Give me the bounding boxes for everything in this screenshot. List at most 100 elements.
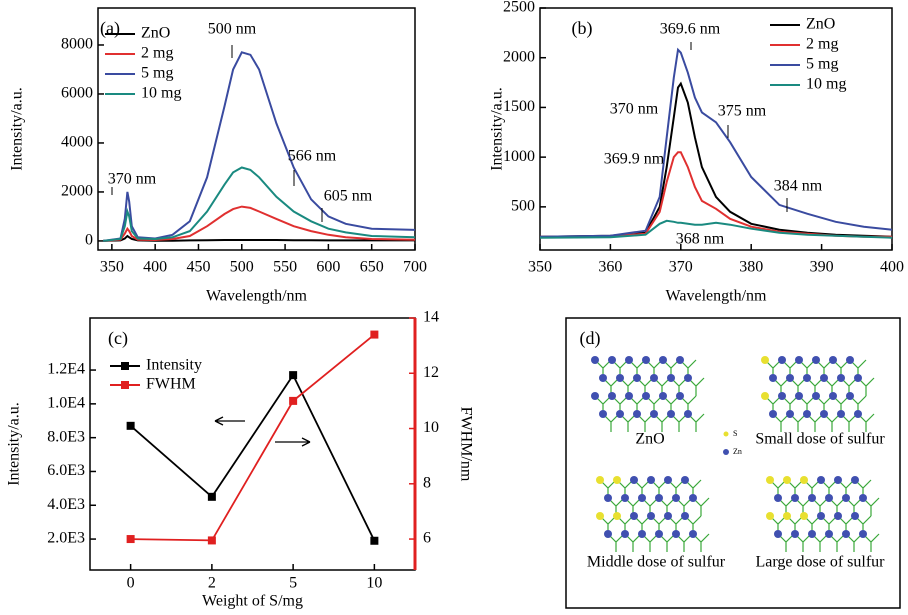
atom — [761, 392, 769, 400]
atom — [676, 356, 684, 364]
atom — [837, 410, 845, 418]
point — [370, 536, 379, 545]
point — [207, 536, 216, 545]
series-line — [130, 373, 376, 542]
annotation: 370 nm — [610, 101, 659, 118]
atom — [681, 512, 689, 520]
caption: Large dose of sulfur — [756, 554, 886, 571]
panel-label: (c) — [108, 328, 128, 349]
atom — [761, 356, 769, 364]
x-tick-label: 0 — [127, 575, 135, 592]
legend-label: 10 mg — [806, 76, 846, 93]
atom — [596, 512, 604, 520]
atom — [659, 356, 667, 364]
legend-label: 5 mg — [806, 56, 838, 73]
atom — [604, 530, 612, 538]
atom — [655, 530, 663, 538]
atom — [800, 512, 808, 520]
atom — [596, 476, 604, 484]
atom — [846, 392, 854, 400]
atom — [650, 410, 658, 418]
x-tick-label: 400 — [143, 259, 167, 276]
atom — [676, 392, 684, 400]
atom — [655, 494, 663, 502]
x-axis-title: Wavelength/nm — [206, 288, 307, 305]
atom — [642, 356, 650, 364]
panel-label: (d) — [580, 328, 601, 349]
legend-label: 5 mg — [141, 65, 173, 82]
x-tick-label: 380 — [739, 259, 763, 276]
atom — [825, 530, 833, 538]
atom — [591, 392, 599, 400]
x-tick-label: 600 — [316, 259, 340, 276]
atom — [812, 356, 820, 364]
y-tick-label: 8000 — [61, 36, 93, 53]
atom — [672, 530, 680, 538]
atom — [650, 374, 658, 382]
atom — [638, 494, 646, 502]
panel-label: (a) — [100, 18, 120, 39]
atom — [621, 494, 629, 502]
x-tick-label: 2 — [208, 575, 216, 592]
atom — [791, 530, 799, 538]
atom — [808, 494, 816, 502]
legend-label: 10 mg — [141, 85, 181, 102]
x-tick-label: 390 — [810, 259, 834, 276]
series-line — [103, 205, 416, 242]
y2-tick-label: 6 — [423, 530, 431, 547]
x-tick-label: 360 — [598, 259, 622, 276]
annotation: 566 nm — [288, 148, 337, 165]
atom — [859, 530, 867, 538]
y2-tick-label: 12 — [423, 364, 439, 381]
x-axis-title: Weight of S/mg — [202, 593, 303, 610]
atom — [667, 410, 675, 418]
atom — [803, 410, 811, 418]
atom — [638, 530, 646, 538]
atom — [633, 374, 641, 382]
point — [289, 396, 298, 405]
atom — [633, 410, 641, 418]
series-line — [130, 333, 375, 542]
y-tick-label: 1.2E4 — [47, 361, 85, 378]
annotation: 368 nm — [676, 231, 725, 248]
y-tick-label: 2.0E3 — [47, 530, 85, 547]
atom — [837, 374, 845, 382]
y-tick-label: 1.0E4 — [47, 395, 85, 412]
legend-label: 2 mg — [806, 36, 838, 53]
atom — [613, 512, 621, 520]
atom — [791, 494, 799, 502]
y-tick-label: 1000 — [503, 148, 535, 165]
atom — [800, 476, 808, 484]
atom — [664, 512, 672, 520]
atom — [851, 512, 859, 520]
caption: Small dose of sulfur — [755, 431, 885, 448]
y2-tick-label: 10 — [423, 419, 439, 436]
legend-dot — [723, 449, 729, 455]
y-tick-label: 2000 — [503, 48, 535, 65]
atom — [616, 410, 624, 418]
annotation: 605 nm — [324, 188, 373, 205]
y-axis-title: Intensity/a.u. — [489, 87, 506, 171]
atom — [803, 374, 811, 382]
atom — [851, 476, 859, 484]
atom — [689, 530, 697, 538]
atom — [774, 530, 782, 538]
atom — [795, 356, 803, 364]
atom — [846, 356, 854, 364]
atom — [664, 476, 672, 484]
legend-dot — [723, 431, 729, 437]
atom — [834, 476, 842, 484]
x-tick-label: 450 — [186, 259, 210, 276]
atom — [808, 530, 816, 538]
atom — [672, 494, 680, 502]
atom — [829, 392, 837, 400]
plot-frame — [89, 317, 416, 571]
series-line — [103, 166, 416, 242]
legend-label: Intensity — [146, 357, 202, 374]
panel-label: (b) — [572, 18, 593, 39]
caption: ZnO — [635, 431, 664, 448]
plot-frame — [97, 7, 416, 251]
atom — [834, 512, 842, 520]
atom — [786, 410, 794, 418]
